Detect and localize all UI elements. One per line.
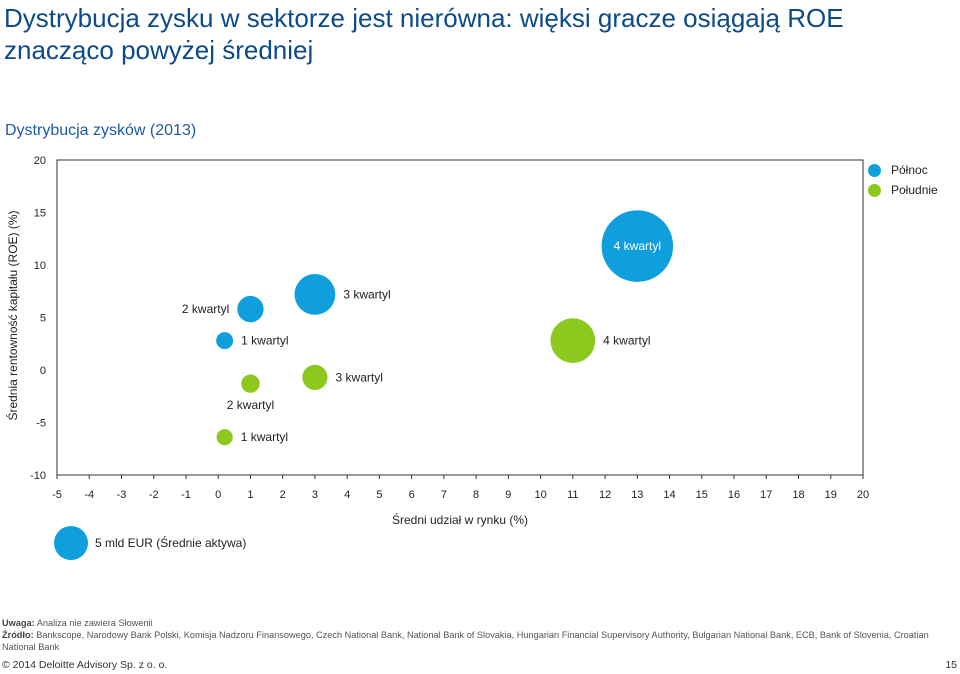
- source-label: Źródło:: [2, 630, 34, 640]
- page-title: Dystrybucja zysku w sektorze jest nierów…: [4, 3, 844, 65]
- x-tick-label: 5: [376, 489, 382, 501]
- x-tick-label: -2: [149, 489, 159, 501]
- y-tick-label: 5: [40, 313, 46, 325]
- bubble-label-north-q4: 4 kwartyl: [614, 239, 661, 253]
- x-tick-label: 15: [696, 489, 708, 501]
- bubble-south-q1: [216, 429, 233, 446]
- legend-item-south: Południe: [868, 180, 938, 200]
- x-tick-label: 10: [534, 489, 546, 501]
- x-tick-label: 14: [663, 489, 675, 501]
- y-axis-label: Średnia rentowność kapitału (ROE) (%): [5, 210, 20, 420]
- y-tick-label: 20: [34, 155, 46, 167]
- y-tick-label: -5: [36, 418, 46, 430]
- note-text: Analiza nie zawiera Słowenii: [34, 618, 153, 628]
- chart-notes: Uwaga: Analiza nie zawiera Słowenii Źród…: [2, 617, 952, 653]
- bubble-north-q4: [601, 210, 674, 282]
- bubble-label-north-q2: 2 kwartyl: [182, 302, 229, 316]
- legend-item-north: Północ: [868, 160, 938, 180]
- note-label: Uwaga:: [2, 618, 35, 628]
- x-tick-label: -3: [117, 489, 127, 501]
- bubble-label-south-q3: 3 kwartyl: [336, 370, 383, 384]
- x-axis-label: Średni udział w rynku (%): [392, 512, 528, 527]
- y-tick-label: 15: [34, 208, 46, 220]
- x-tick-label: 2: [280, 489, 286, 501]
- legend-marker-north: [868, 163, 881, 177]
- size-legend-bubble: [54, 526, 88, 560]
- x-tick-label: 1: [247, 489, 253, 501]
- x-tick-label: 13: [631, 489, 643, 501]
- plot-area: [56, 159, 864, 476]
- bubble-size-legend: 5 mld EUR (Średnie aktywa): [54, 526, 246, 560]
- note-line: Uwaga: Analiza nie zawiera Słowenii: [2, 617, 952, 629]
- size-legend-label: 5 mld EUR (Średnie aktywa): [94, 535, 247, 550]
- x-tick-label: 18: [792, 489, 804, 501]
- source-line: Źródło: Bankscope, Narodowy Bank Polski,…: [2, 629, 952, 653]
- legend-label-north: Północ: [891, 163, 928, 177]
- bubble-label-south-q2: 2 kwartyl: [227, 398, 274, 412]
- legend-marker-south: [868, 183, 881, 197]
- bubble-north-q2: [237, 295, 264, 323]
- x-tick-label: -5: [52, 489, 62, 501]
- x-tick-label: 12: [599, 489, 611, 501]
- source-text: Bankscope, Narodowy Bank Polski, Komisja…: [2, 630, 929, 652]
- bubble-north-q1: [216, 332, 234, 350]
- bubble-south-q3: [302, 364, 328, 390]
- y-tick-label: 10: [34, 260, 46, 272]
- bubble-chart: -5 -4 -3 -2 -1 0 1 2 3 4 5 6 7 8 9 10 11 12 13 14 15 16 17 18 19…: [5, 155, 869, 527]
- bubble-label-south-q1: 1 kwartyl: [241, 430, 288, 444]
- y-tick-label: -10: [30, 470, 46, 482]
- x-tick-label: 11: [567, 489, 578, 501]
- copyright-footer: © 2014 Deloitte Advisory Sp. z o. o.: [2, 659, 168, 671]
- chart-legend: Północ Południe: [868, 160, 938, 200]
- x-tick-label: 8: [473, 489, 479, 501]
- bubble-south-q4: [550, 318, 596, 363]
- page-number: 15: [945, 659, 957, 671]
- x-tick-label: 4: [344, 489, 350, 501]
- x-tick-label: -4: [84, 489, 94, 501]
- bubble-label-north-q1: 1 kwartyl: [241, 334, 288, 348]
- legend-label-south: Południe: [891, 183, 938, 197]
- x-tick-label: 20: [857, 489, 869, 501]
- x-tick-label: 0: [215, 489, 221, 501]
- bubble-label-north-q3: 3 kwartyl: [343, 287, 390, 301]
- y-tick-label: 0: [40, 365, 46, 377]
- chart-subtitle: Dystrybucja zysków (2013): [5, 122, 197, 139]
- x-tick-label: 7: [441, 489, 447, 501]
- x-tick-label: 6: [409, 489, 415, 501]
- x-tick-label: -1: [181, 489, 191, 501]
- bubble-label-south-q4: 4 kwartyl: [603, 334, 650, 348]
- bubble-north-q3: [294, 273, 336, 315]
- x-tick-label: 9: [505, 489, 511, 501]
- x-tick-label: 16: [728, 489, 740, 501]
- bubble-south-q2: [241, 374, 260, 393]
- x-tick-label: 19: [825, 489, 837, 501]
- x-tick-label: 3: [312, 489, 318, 501]
- x-tick-label: 17: [760, 489, 772, 501]
